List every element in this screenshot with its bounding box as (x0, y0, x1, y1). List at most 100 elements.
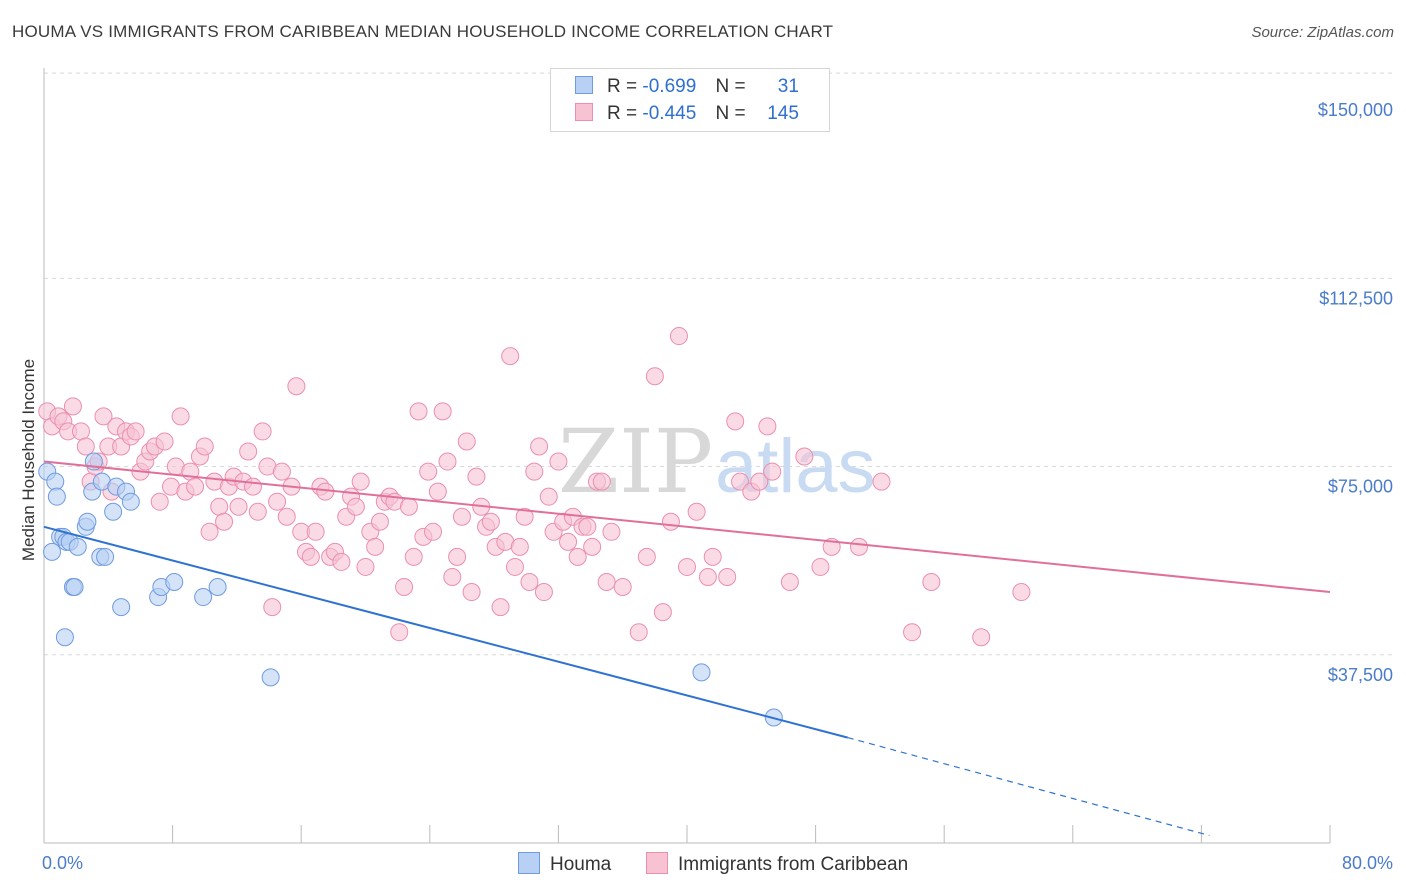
y-axis-label: Median Household Income (19, 359, 38, 561)
houma-point (78, 512, 97, 531)
legend-swatch-houma (575, 76, 593, 94)
x-tick-label: 80.0% (1342, 853, 1393, 873)
bottom-legend-caribbean: Immigrants from Caribbean (646, 852, 908, 876)
caribbean-point (510, 537, 529, 556)
legend-row-caribbean: R = -0.445 N = 145 (575, 103, 799, 125)
caribbean-point (539, 487, 558, 506)
tick-labels: $37,500 $75,000 $112,500 $150,000 0.0% 80.0% (42, 100, 1393, 873)
source-credit: Source: ZipAtlas.com (1251, 24, 1394, 41)
watermark-zip: ZIP (558, 410, 713, 513)
houma-point (261, 668, 280, 687)
legend-n-caribbean: 145 (767, 103, 799, 124)
legend-r-label: R = (607, 76, 638, 97)
caribbean-point (703, 547, 722, 566)
y-tick-label: $75,000 (1328, 477, 1393, 497)
caribbean-point (287, 377, 306, 396)
caribbean-point (346, 497, 365, 516)
caribbean-point (491, 598, 510, 617)
caribbean-point (850, 537, 869, 556)
legend-swatch-caribbean (575, 103, 593, 121)
houma-trend-line (43, 525, 849, 739)
caribbean-point (467, 467, 486, 486)
caribbean-point (592, 472, 611, 491)
houma-point (692, 663, 711, 682)
grid-lines (44, 72, 1395, 656)
chart-title: HOUMA VS IMMIGRANTS FROM CARIBBEAN MEDIA… (12, 22, 834, 41)
caribbean-point (248, 502, 267, 521)
caribbean-point (71, 422, 90, 441)
caribbean-point (731, 472, 750, 491)
caribbean-point (332, 552, 351, 571)
caribbean-trend-line (43, 460, 1331, 594)
caribbean-point (150, 492, 169, 511)
caribbean-point (351, 472, 370, 491)
caribbean-point (272, 462, 291, 481)
caribbean-point (872, 472, 891, 491)
caribbean-point (530, 437, 549, 456)
caribbean-point (763, 462, 782, 481)
y-tick-label: $150,000 (1318, 100, 1393, 120)
caribbean-point (481, 512, 500, 531)
caribbean-point (229, 497, 248, 516)
caribbean-point (243, 477, 262, 496)
caribbean-point (366, 537, 385, 556)
caribbean-point (155, 432, 174, 451)
caribbean-point (462, 583, 481, 602)
houma-point (47, 487, 66, 506)
caribbean-point (972, 628, 991, 647)
caribbean-point (443, 567, 462, 586)
caribbean-point (390, 623, 409, 642)
caribbean-point (661, 512, 680, 531)
houma-point (65, 578, 84, 597)
caribbean-point (452, 507, 471, 526)
caribbean-point (215, 512, 234, 531)
caribbean-point (448, 547, 467, 566)
caribbean-point (195, 437, 214, 456)
houma-point (43, 542, 62, 561)
caribbean-point (726, 412, 745, 431)
bottom-swatch-caribbean (646, 852, 668, 874)
caribbean-point (1012, 583, 1031, 602)
caribbean-point (409, 402, 428, 421)
caribbean-point (718, 567, 737, 586)
caribbean-points (38, 327, 1031, 647)
caribbean-point (457, 432, 476, 451)
caribbean-point (525, 462, 544, 481)
trend-lines (43, 460, 1331, 837)
caribbean-point (520, 573, 539, 591)
bottom-legend-houma: Houma (518, 852, 611, 876)
caribbean-point (687, 502, 706, 521)
caribbean-point (678, 557, 696, 576)
caribbean-point (568, 547, 587, 566)
caribbean-point (653, 603, 672, 622)
legend-r-label: R = (607, 103, 638, 124)
caribbean-point (559, 532, 578, 551)
caribbean-point (750, 472, 769, 491)
caribbean-point (501, 347, 520, 366)
correlation-legend: R = -0.699 N = 31 R = -0.445 N = 145 (550, 68, 830, 132)
caribbean-point (903, 623, 922, 642)
caribbean-point (395, 578, 414, 597)
caribbean-point (645, 367, 664, 386)
caribbean-point (597, 573, 616, 591)
caribbean-point (370, 512, 389, 531)
caribbean-point (210, 497, 229, 516)
legend-r-caribbean: -0.445 (642, 103, 697, 124)
caribbean-point (438, 452, 457, 471)
caribbean-point (669, 327, 688, 346)
caribbean-point (186, 477, 205, 496)
axes (43, 68, 1331, 844)
y-tick-label: $112,500 (1319, 288, 1393, 308)
caribbean-point (306, 522, 325, 541)
watermark: ZIP atlas (558, 410, 876, 513)
caribbean-point (613, 578, 632, 597)
caribbean-point (602, 522, 621, 541)
houma-trend-extension (847, 737, 1210, 837)
houma-point (46, 472, 65, 491)
caribbean-point (583, 537, 602, 556)
caribbean-point (239, 442, 258, 461)
caribbean-point (922, 573, 941, 591)
caribbean-point (515, 507, 534, 526)
caribbean-point (780, 573, 799, 591)
caribbean-point (433, 402, 452, 421)
